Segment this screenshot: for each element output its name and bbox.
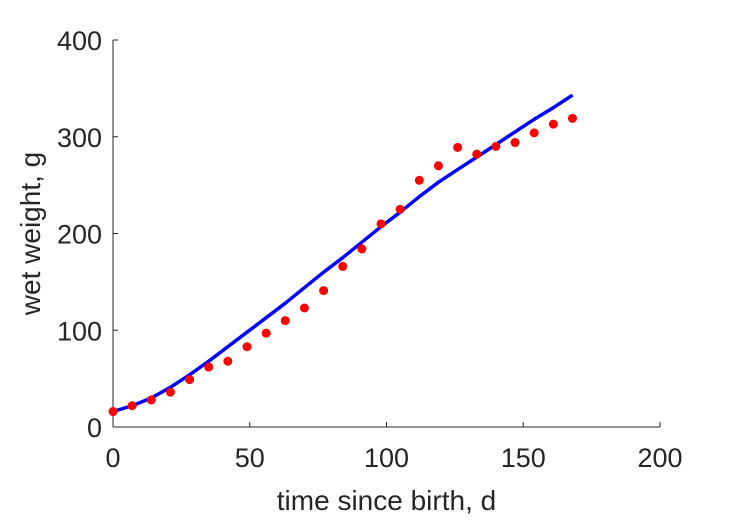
data-point xyxy=(433,161,443,171)
data-point xyxy=(242,342,252,352)
x-axis-label: time since birth, d xyxy=(277,485,496,516)
x-tick-label: 200 xyxy=(637,443,682,473)
data-point xyxy=(338,261,348,271)
ticks: 0 50 100 150 200 0 100 200 300 400 xyxy=(57,26,683,473)
data-point xyxy=(261,328,271,338)
data-point xyxy=(472,149,482,159)
data-point xyxy=(146,395,156,405)
data-point xyxy=(548,119,558,129)
data-point xyxy=(567,113,577,123)
x-tick-label: 50 xyxy=(235,443,265,473)
data-point xyxy=(357,244,367,254)
y-tick-label: 200 xyxy=(57,220,102,250)
data-point xyxy=(165,387,175,397)
data-point xyxy=(395,204,405,214)
data-point xyxy=(319,286,329,296)
data-point xyxy=(510,138,520,148)
fit-line xyxy=(112,93,574,414)
y-tick-label: 400 xyxy=(57,26,102,56)
data-point xyxy=(280,316,290,326)
data-point xyxy=(204,362,214,372)
data-point xyxy=(185,375,195,385)
x-tick-label: 100 xyxy=(364,443,409,473)
data-point xyxy=(414,175,424,185)
y-axis-label: wet weight, g xyxy=(15,152,46,316)
data-point xyxy=(299,303,309,313)
data-point xyxy=(376,219,386,229)
y-tick-label: 0 xyxy=(87,413,102,443)
y-tick-label: 100 xyxy=(57,316,102,346)
data-point xyxy=(529,128,539,138)
plot-area xyxy=(108,93,577,417)
data-point xyxy=(223,356,233,366)
data-point xyxy=(127,401,137,411)
data-point xyxy=(453,142,463,152)
y-tick-label: 300 xyxy=(57,123,102,153)
x-tick-label: 0 xyxy=(105,443,120,473)
data-point xyxy=(491,141,501,151)
x-tick-label: 150 xyxy=(501,443,546,473)
data-point xyxy=(108,407,118,417)
